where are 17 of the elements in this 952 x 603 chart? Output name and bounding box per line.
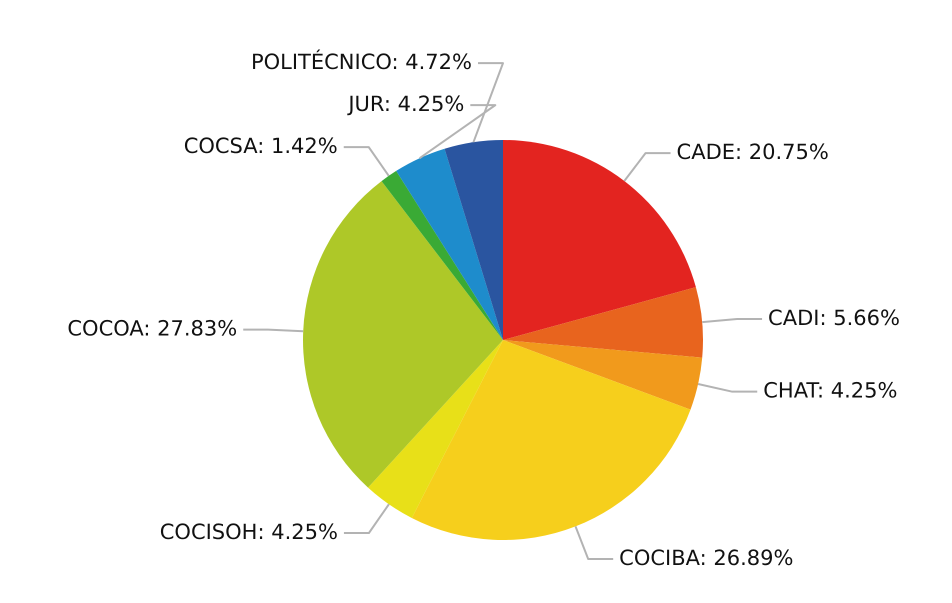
pie-slice bbox=[444, 140, 503, 340]
slice-label: JUR: 4.25% bbox=[346, 92, 464, 116]
slice-label: COCISOH: 4.25% bbox=[160, 520, 338, 544]
slice-label: CADE: 20.75% bbox=[676, 140, 829, 164]
slice-label: COCOA: 27.83% bbox=[67, 316, 238, 341]
slice-label: CADI: 5.66% bbox=[768, 306, 900, 330]
pie-slice bbox=[396, 148, 503, 340]
pie-slice bbox=[412, 340, 691, 540]
slice-label: POLITÉCNICO: 4.72% bbox=[250, 49, 472, 74]
pie-slice bbox=[503, 287, 703, 358]
pie-slice bbox=[382, 170, 503, 340]
pie-slice bbox=[303, 181, 503, 488]
slice-label: CHAT: 4.25% bbox=[763, 378, 898, 403]
pie-slice bbox=[368, 340, 503, 518]
pie-slice bbox=[503, 340, 702, 410]
slice-label: COCIBA: 26.89% bbox=[619, 546, 794, 570]
slice-label: COCSA: 1.42% bbox=[184, 134, 338, 158]
